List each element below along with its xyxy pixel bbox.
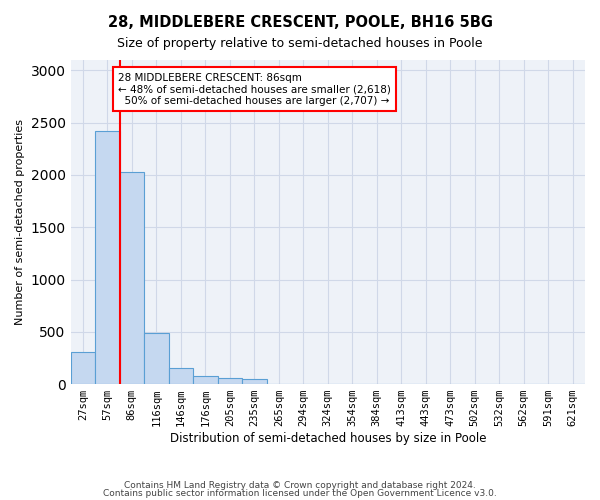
Text: 28 MIDDLEBERE CRESCENT: 86sqm
← 48% of semi-detached houses are smaller (2,618)
: 28 MIDDLEBERE CRESCENT: 86sqm ← 48% of s…	[118, 72, 391, 106]
Bar	[144, 333, 169, 384]
Bar	[193, 376, 218, 384]
Text: Size of property relative to semi-detached houses in Poole: Size of property relative to semi-detach…	[117, 38, 483, 51]
Y-axis label: Number of semi-detached properties: Number of semi-detached properties	[15, 119, 25, 325]
X-axis label: Distribution of semi-detached houses by size in Poole: Distribution of semi-detached houses by …	[170, 432, 486, 445]
Bar	[119, 172, 144, 384]
Text: 28, MIDDLEBERE CRESCENT, POOLE, BH16 5BG: 28, MIDDLEBERE CRESCENT, POOLE, BH16 5BG	[107, 15, 493, 30]
Bar	[71, 352, 95, 384]
Bar	[95, 131, 119, 384]
Bar	[242, 380, 266, 384]
Bar	[169, 368, 193, 384]
Text: Contains HM Land Registry data © Crown copyright and database right 2024.: Contains HM Land Registry data © Crown c…	[124, 481, 476, 490]
Bar	[218, 378, 242, 384]
Text: Contains public sector information licensed under the Open Government Licence v3: Contains public sector information licen…	[103, 488, 497, 498]
